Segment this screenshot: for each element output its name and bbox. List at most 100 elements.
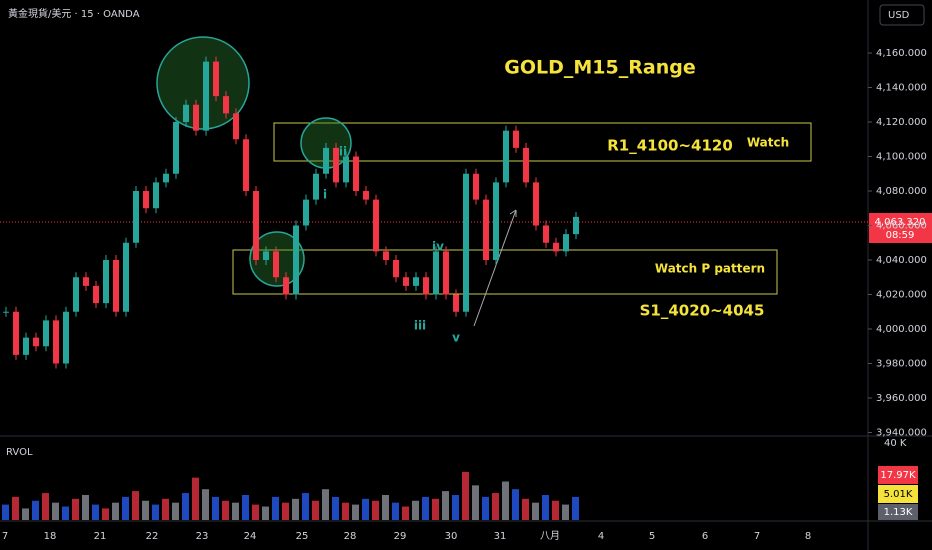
wave-label: ii — [339, 145, 347, 159]
rvol-value: 17.97K — [880, 470, 916, 481]
candle — [353, 156, 359, 191]
volume-bar — [62, 506, 69, 520]
rvol-max: 40 K — [884, 438, 907, 449]
date-label: 22 — [146, 531, 159, 542]
price-tick-label: 4,120.000 — [876, 117, 927, 128]
candle — [523, 147, 529, 183]
volume-bar — [522, 498, 529, 520]
volume-bar — [372, 500, 379, 520]
candle — [163, 173, 169, 183]
wave-label: iv — [432, 240, 444, 254]
volume-bar — [472, 485, 479, 520]
candle — [363, 191, 369, 200]
candle — [93, 285, 99, 304]
volume-bar — [262, 506, 269, 520]
rvol-value: 1.13K — [884, 507, 913, 518]
candle — [143, 191, 149, 209]
candle — [203, 61, 209, 131]
volume-bar — [492, 493, 499, 520]
candle — [173, 122, 179, 174]
volume-bar — [212, 496, 219, 520]
candle — [13, 311, 19, 355]
candle — [553, 242, 559, 252]
candle — [83, 277, 89, 286]
candle — [103, 260, 109, 304]
volume-bar — [292, 498, 299, 520]
candle — [343, 156, 349, 183]
volume-bar — [102, 508, 109, 520]
wave-label: v — [452, 331, 460, 345]
candle — [253, 191, 259, 260]
candle — [413, 277, 419, 286]
currency-box[interactable] — [879, 4, 925, 26]
volume-bar — [82, 494, 89, 520]
volume-bar — [512, 489, 519, 520]
volume-bar — [132, 491, 139, 520]
candle — [123, 242, 129, 312]
volume-bar — [122, 496, 129, 520]
price-tick-label: 4,020.000 — [876, 290, 927, 301]
candle — [33, 337, 39, 347]
volume-bar — [182, 493, 189, 520]
date-label: 31 — [494, 531, 507, 542]
volume-bar — [282, 502, 289, 520]
price-tick-label: 3,980.000 — [876, 359, 927, 370]
candle — [183, 104, 189, 122]
rvol-box — [878, 485, 918, 503]
volume-bar — [322, 489, 329, 520]
volume-bar — [482, 496, 489, 520]
volume-bar — [112, 502, 119, 520]
volume-bar — [362, 498, 369, 520]
currency[interactable]: USD — [888, 10, 910, 21]
candle — [3, 311, 9, 313]
candle — [213, 61, 219, 97]
candle — [43, 320, 49, 347]
candle — [313, 173, 319, 200]
volume-bar — [332, 496, 339, 520]
symbol: 黃金現貨/美元 · 15 · OANDA — [8, 7, 140, 20]
volume-bar — [242, 494, 249, 520]
volume-bar — [442, 491, 449, 520]
current-price: 4,063.320 — [875, 217, 926, 228]
volume-bar — [402, 506, 409, 520]
date-label: 5 — [649, 531, 655, 542]
candle — [533, 182, 539, 226]
candle — [493, 182, 499, 260]
price-tick-label: 4,100.000 — [876, 152, 927, 163]
arrow-head — [509, 209, 517, 217]
volume-bar — [172, 502, 179, 520]
price-tick-label: 3,940.000 — [876, 428, 927, 439]
candle — [423, 277, 429, 295]
volume-bar — [452, 494, 459, 520]
candle — [113, 260, 119, 312]
candle — [303, 199, 309, 226]
date-label: 29 — [394, 531, 407, 542]
price-tick-label: 4,000.000 — [876, 324, 927, 335]
volume-bar — [532, 502, 539, 520]
candle — [473, 173, 479, 200]
volume-bar — [222, 500, 229, 520]
date-label: 7 — [2, 531, 8, 542]
volume-bar — [162, 498, 169, 520]
candle — [243, 139, 249, 191]
candle — [463, 173, 469, 312]
candle — [443, 251, 449, 295]
candle — [383, 251, 389, 260]
candle — [453, 294, 459, 312]
date-label: 30 — [445, 531, 458, 542]
date-label: 21 — [94, 531, 107, 542]
volume-bar — [142, 500, 149, 520]
candle — [323, 147, 329, 174]
price-tick-label: 3,960.000 — [876, 393, 927, 404]
date-label: 4 — [598, 531, 604, 542]
volume-bar — [52, 502, 59, 520]
volume-bar — [352, 504, 359, 520]
candle — [233, 113, 239, 140]
date-label: 八月 — [540, 530, 560, 542]
volume-bar — [32, 500, 39, 520]
candle — [23, 337, 29, 355]
volume-bar — [462, 471, 469, 520]
r1-label: R1_4100~4120 — [607, 137, 733, 155]
